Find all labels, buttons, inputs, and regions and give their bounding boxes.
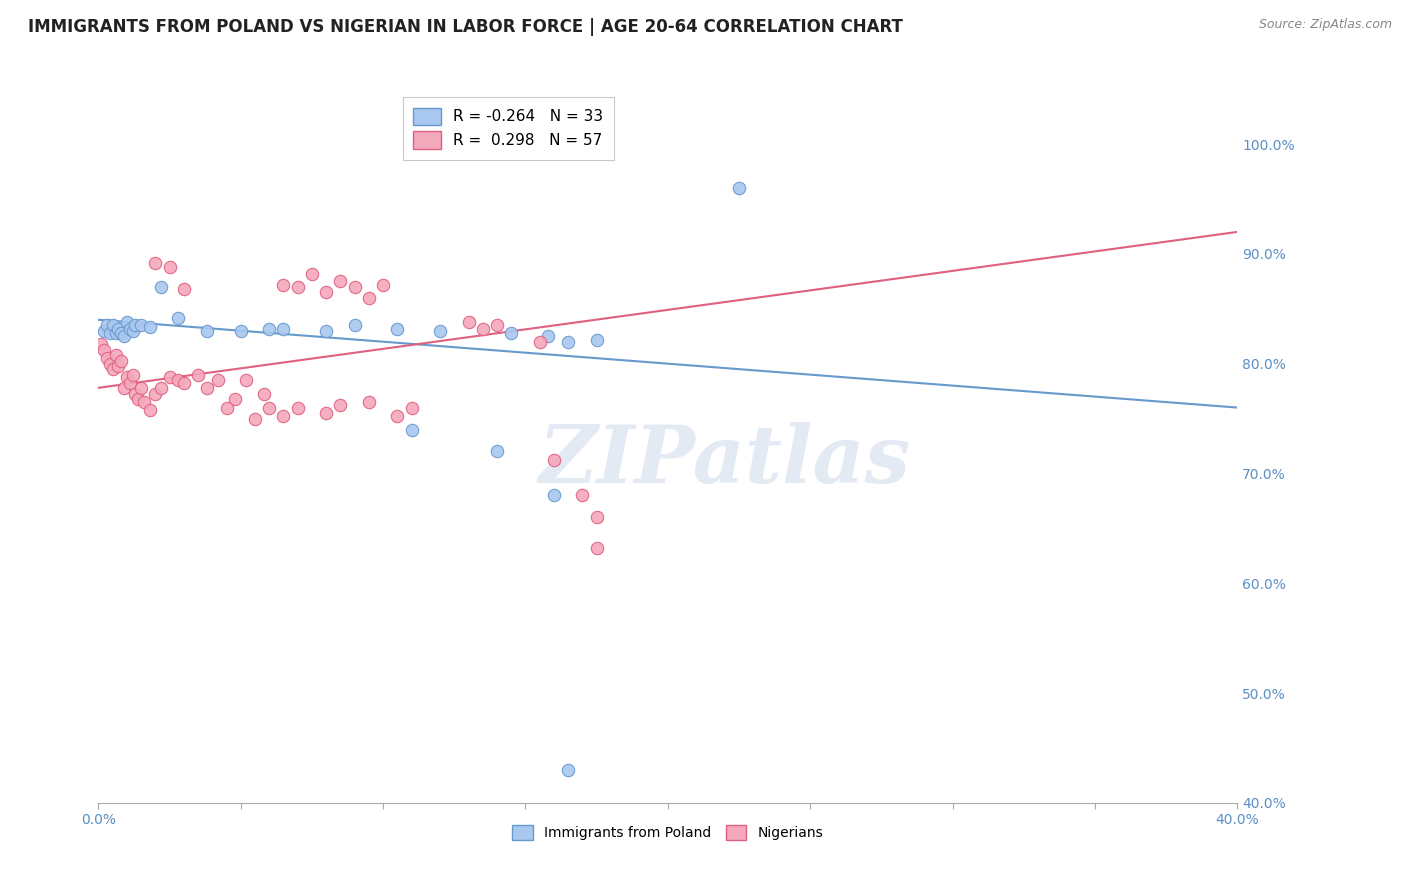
Point	[98, 357, 121, 371]
Point	[486, 444, 509, 458]
Point	[457, 315, 479, 329]
Point	[187, 368, 209, 382]
Point	[107, 359, 129, 373]
Point	[401, 423, 423, 437]
Point	[124, 318, 146, 333]
Point	[118, 376, 141, 391]
Point	[387, 321, 409, 335]
Point	[373, 277, 395, 292]
Legend: Immigrants from Poland, Nigerians: Immigrants from Poland, Nigerians	[508, 820, 828, 846]
Point	[115, 369, 138, 384]
Point	[121, 324, 143, 338]
Point	[229, 324, 252, 338]
Point	[728, 181, 751, 195]
Point	[127, 392, 149, 406]
Point	[252, 387, 274, 401]
Point	[287, 401, 309, 415]
Point	[159, 369, 181, 384]
Point	[101, 318, 124, 333]
Point	[259, 401, 281, 415]
Point	[273, 409, 295, 424]
Point	[287, 280, 309, 294]
Point	[132, 395, 155, 409]
Point	[138, 320, 160, 334]
Point	[150, 280, 173, 294]
Point	[115, 315, 138, 329]
Point	[543, 488, 565, 502]
Point	[167, 373, 190, 387]
Point	[571, 488, 593, 502]
Point	[145, 255, 167, 269]
Point	[585, 541, 607, 555]
Point	[112, 381, 135, 395]
Point	[486, 318, 509, 333]
Point	[585, 333, 607, 347]
Point	[118, 321, 141, 335]
Point	[215, 401, 238, 415]
Point	[110, 326, 132, 340]
Point	[471, 321, 494, 335]
Point	[98, 326, 121, 340]
Point	[150, 381, 173, 395]
Point	[173, 376, 195, 391]
Point	[129, 381, 152, 395]
Point	[329, 274, 352, 288]
Point	[93, 343, 115, 358]
Point	[107, 321, 129, 335]
Text: Source: ZipAtlas.com: Source: ZipAtlas.com	[1258, 18, 1392, 31]
Point	[145, 387, 167, 401]
Point	[167, 310, 190, 325]
Point	[112, 329, 135, 343]
Point	[387, 409, 409, 424]
Text: IMMIGRANTS FROM POLAND VS NIGERIAN IN LABOR FORCE | AGE 20-64 CORRELATION CHART: IMMIGRANTS FROM POLAND VS NIGERIAN IN LA…	[28, 18, 903, 36]
Point	[124, 387, 146, 401]
Point	[343, 318, 366, 333]
Point	[96, 318, 118, 333]
Point	[173, 282, 195, 296]
Point	[273, 277, 295, 292]
Point	[273, 321, 295, 335]
Point	[90, 337, 112, 351]
Point	[585, 510, 607, 524]
Point	[195, 324, 218, 338]
Point	[357, 395, 380, 409]
Point	[121, 368, 143, 382]
Text: ZIPatlas: ZIPatlas	[538, 422, 911, 499]
Point	[243, 411, 266, 425]
Point	[93, 324, 115, 338]
Point	[557, 334, 579, 349]
Point	[537, 329, 560, 343]
Point	[529, 334, 551, 349]
Point	[207, 373, 229, 387]
Point	[110, 354, 132, 368]
Point	[129, 318, 152, 333]
Point	[557, 763, 579, 777]
Point	[329, 398, 352, 412]
Point	[357, 291, 380, 305]
Point	[159, 260, 181, 274]
Point	[301, 267, 323, 281]
Point	[315, 324, 337, 338]
Point	[235, 373, 257, 387]
Point	[315, 406, 337, 420]
Point	[543, 453, 565, 467]
Point	[501, 326, 523, 340]
Point	[429, 324, 451, 338]
Point	[401, 401, 423, 415]
Point	[343, 280, 366, 294]
Point	[259, 321, 281, 335]
Point	[96, 351, 118, 366]
Point	[195, 381, 218, 395]
Point	[224, 392, 246, 406]
Point	[104, 326, 127, 340]
Point	[104, 348, 127, 362]
Point	[101, 362, 124, 376]
Point	[138, 402, 160, 417]
Point	[315, 285, 337, 300]
